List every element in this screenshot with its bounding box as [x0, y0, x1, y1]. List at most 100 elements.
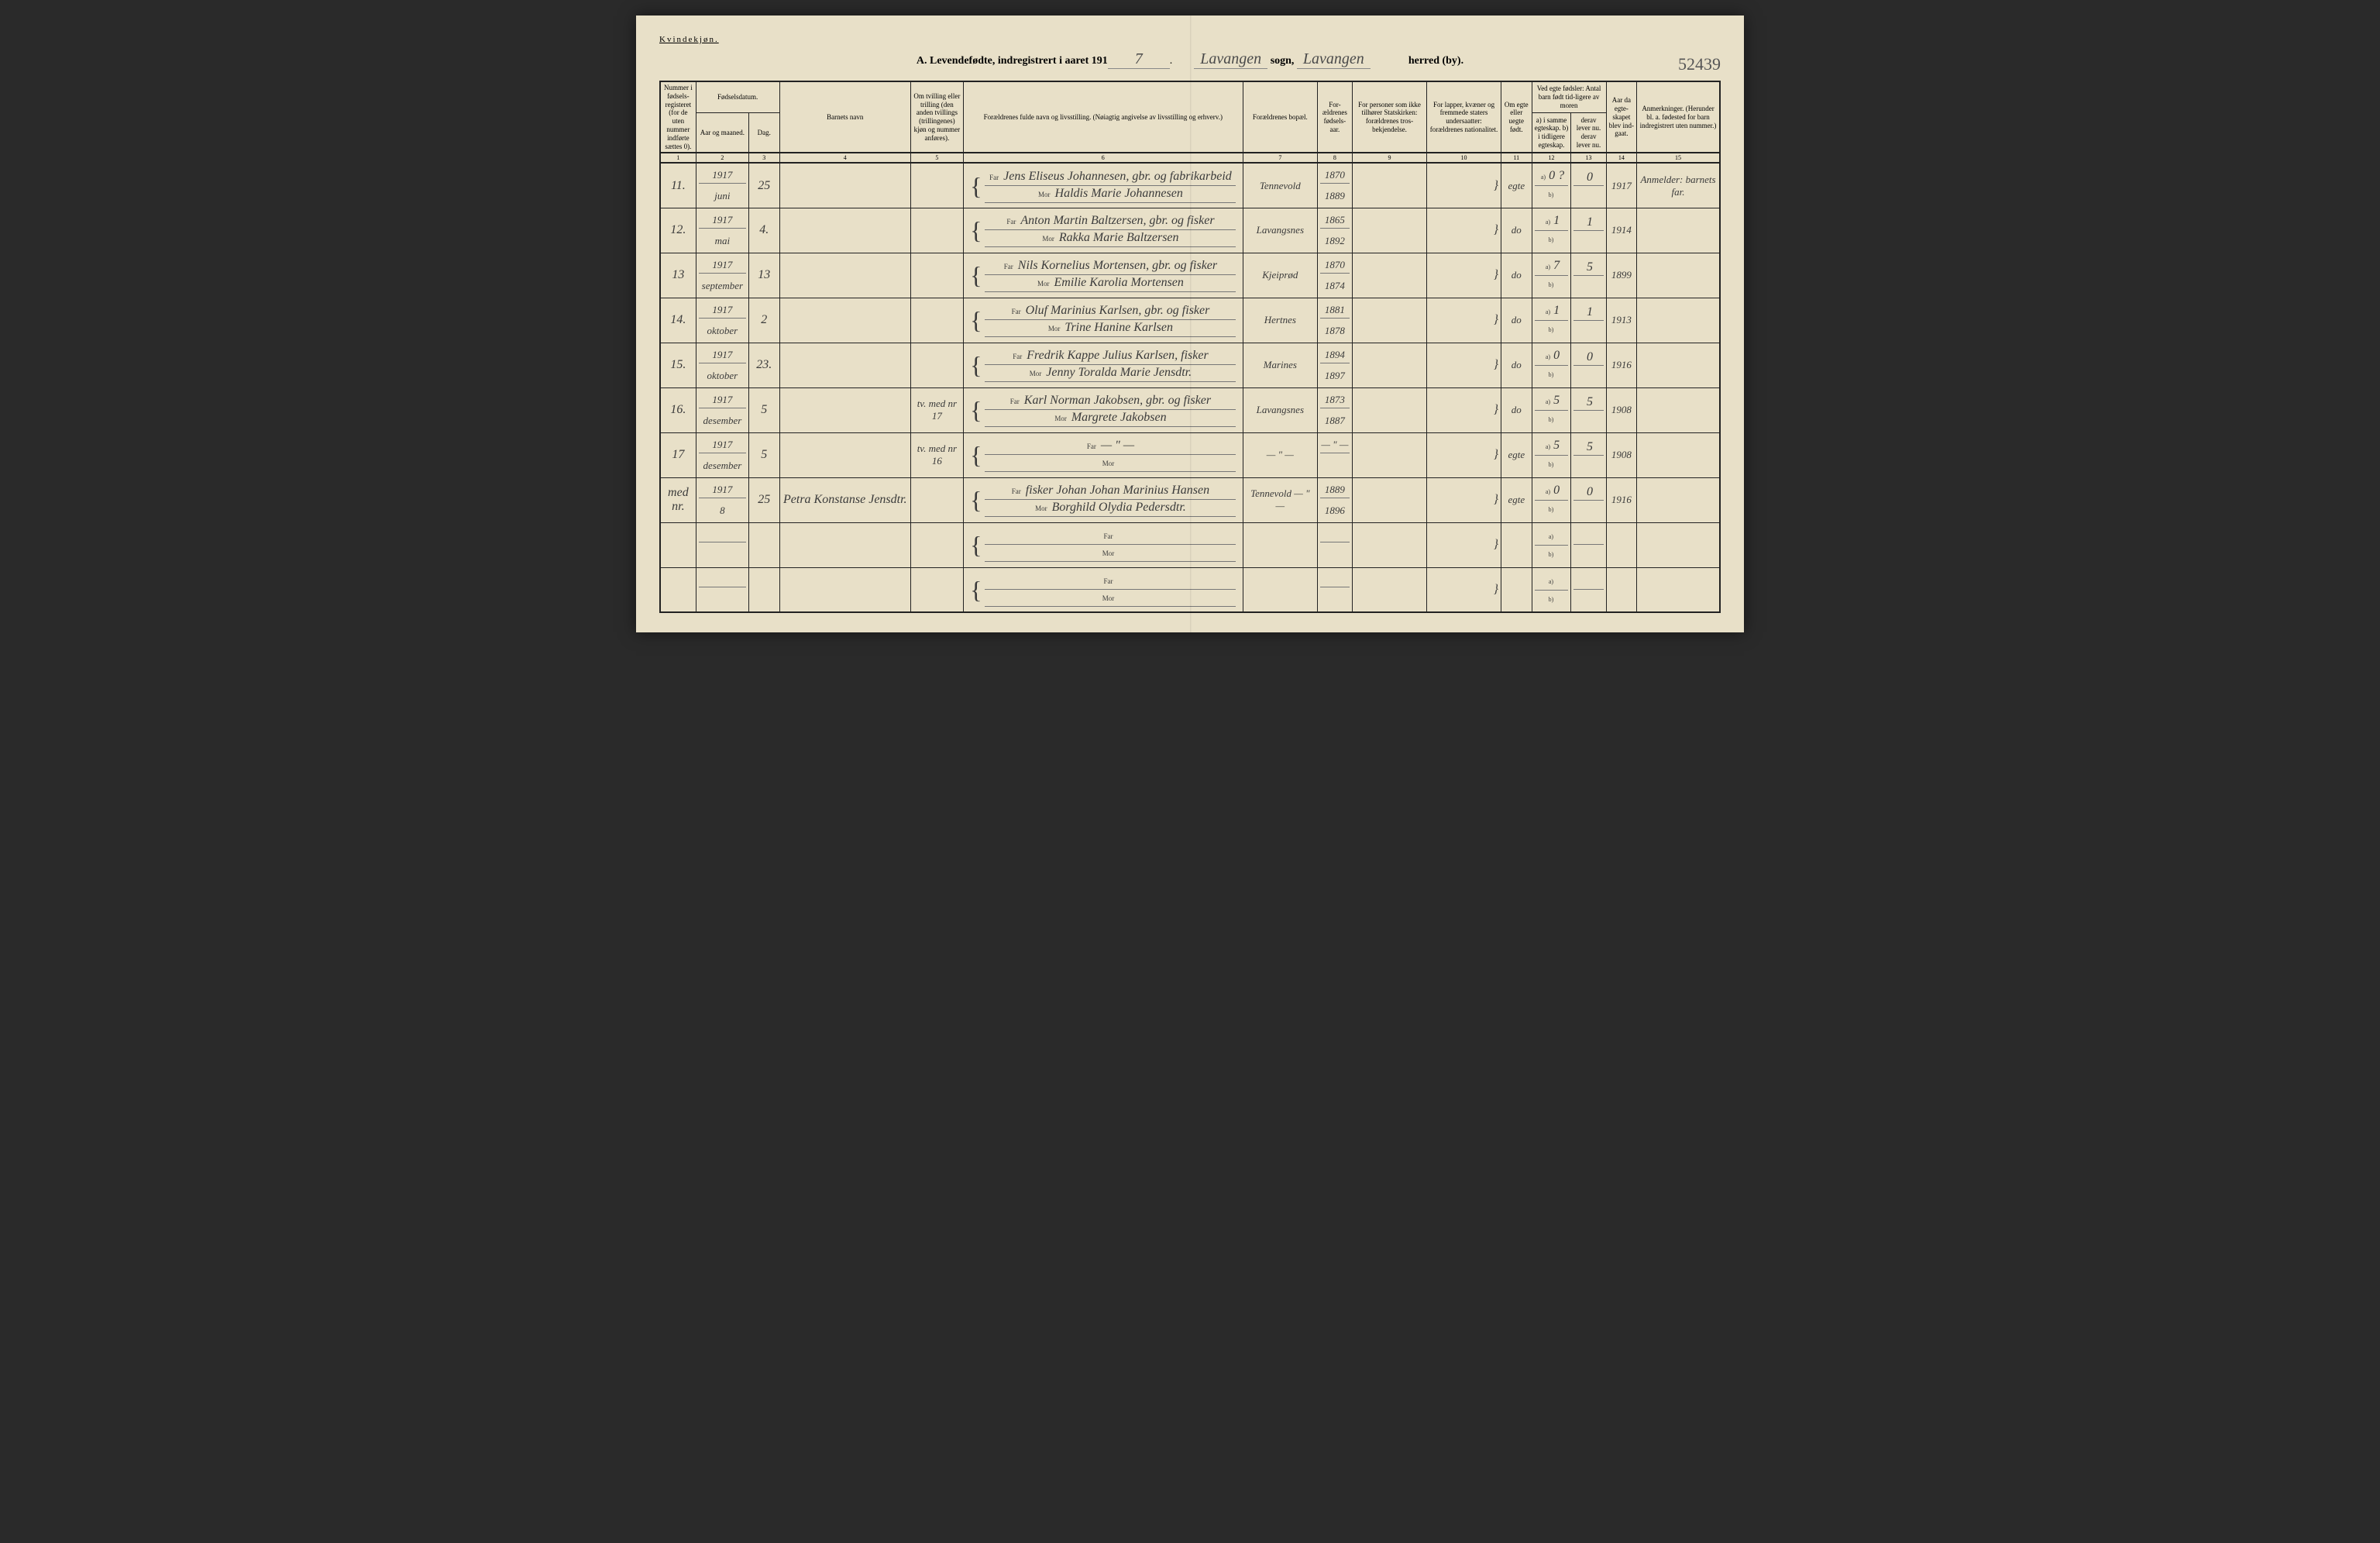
- cell-year-month: 1917oktober: [696, 343, 748, 387]
- cell-year-month: 1917mai: [696, 208, 748, 253]
- cell-c12: a)5b): [1532, 387, 1571, 432]
- mor-value: Haldis Marie Johannesen: [1055, 187, 1183, 200]
- cell-year-month: 1917oktober: [696, 298, 748, 343]
- c12a-value: 0 ?: [1549, 169, 1564, 182]
- cell-c13: 0: [1571, 477, 1606, 522]
- mor-label: Mor: [1042, 235, 1054, 243]
- cell-day: 4.: [749, 208, 780, 253]
- cell-parents: {FarFredrik Kappe Julius Karlsen, fisker…: [963, 343, 1243, 387]
- cell-bopael: Tennevold: [1243, 163, 1317, 208]
- cell-anm: [1637, 253, 1720, 298]
- cell-name: [779, 208, 910, 253]
- cell-c12: a)b): [1532, 567, 1571, 612]
- colnum: 11: [1501, 153, 1532, 163]
- mor-value: Emilie Karolia Mortensen: [1054, 276, 1184, 289]
- colnum: 15: [1637, 153, 1720, 163]
- table-row: 16.1917desember5tv. med nr 17{FarKarl No…: [660, 387, 1720, 432]
- cell-c13: 0: [1571, 343, 1606, 387]
- colnum: 3: [749, 153, 780, 163]
- brace-icon: }: [1494, 403, 1498, 417]
- far-value: fisker Johan Johan Marinius Hansen: [1026, 484, 1209, 497]
- cell-tros: [1353, 522, 1427, 567]
- c12a-value: 5: [1553, 394, 1560, 407]
- brace-icon: {: [970, 449, 982, 461]
- cell-name: [779, 522, 910, 567]
- col-11-header: Om egte eller uegte født.: [1501, 81, 1532, 153]
- cell-c12: a)7b): [1532, 253, 1571, 298]
- col-14-header: Aar da egte-skapet blev ind-gaat.: [1606, 81, 1637, 153]
- colnum: 13: [1571, 153, 1606, 163]
- c13a-value: 5: [1587, 440, 1593, 453]
- c12a-value: 1: [1553, 304, 1560, 317]
- cell-c13: 1: [1571, 208, 1606, 253]
- colnum: 12: [1532, 153, 1571, 163]
- col-13-header: derav lever nu. derav lever nu.: [1571, 112, 1606, 153]
- cell-twin: [911, 208, 964, 253]
- brace-icon: {: [970, 269, 982, 281]
- brace-icon: }: [1494, 583, 1498, 597]
- cell-tros: [1353, 298, 1427, 343]
- column-number-row: 1 2 3 4 5 6 7 8 9 10 11 12 13 14 15: [660, 153, 1720, 163]
- cell-egte: egte: [1501, 477, 1532, 522]
- mor-value: Margrete Jakobsen: [1071, 411, 1167, 424]
- cell-c13: 5: [1571, 432, 1606, 477]
- cell-anm: [1637, 432, 1720, 477]
- col-6-header: Forældrenes fulde navn og livsstilling. …: [963, 81, 1243, 153]
- col-15-header: Anmerkninger. (Herunder bl. a. fødested …: [1637, 81, 1720, 153]
- cell-birth-years: 18811878: [1317, 298, 1352, 343]
- cell-nationality: }: [1427, 567, 1501, 612]
- mor-label: Mor: [1054, 415, 1067, 422]
- cell-year-month: 1917desember: [696, 432, 748, 477]
- cell-c14: 1908: [1606, 432, 1637, 477]
- cell-twin: [911, 567, 964, 612]
- register-page: Kvindekjøn. 52439 A. Levendefødte, indre…: [636, 15, 1744, 632]
- cell-c14: [1606, 567, 1637, 612]
- mor-value: Jenny Toralda Marie Jensdtr.: [1046, 366, 1192, 379]
- cell-egte: do: [1501, 253, 1532, 298]
- table-row: 11.1917juni25{FarJens Eliseus Johannesen…: [660, 163, 1720, 208]
- cell-bopael: Marines: [1243, 343, 1317, 387]
- brace-icon: {: [970, 539, 982, 551]
- cell-c13: 1: [1571, 298, 1606, 343]
- cell-birth-years: — ʺ —: [1317, 432, 1352, 477]
- cell-year-month: 1917september: [696, 253, 748, 298]
- cell-num: 15.: [660, 343, 696, 387]
- cell-day: 5: [749, 432, 780, 477]
- far-label: Far: [1103, 532, 1113, 540]
- brace-icon: {: [970, 314, 982, 326]
- cell-tros: [1353, 387, 1427, 432]
- brace-icon: }: [1494, 313, 1498, 327]
- c12a-value: 5: [1553, 439, 1560, 452]
- cell-birth-years: 18701889: [1317, 163, 1352, 208]
- colnum: 6: [963, 153, 1243, 163]
- cell-birth-years: 18701874: [1317, 253, 1352, 298]
- cell-bopael: Hertnes: [1243, 298, 1317, 343]
- cell-parents: {Far— ʺ —Mor: [963, 432, 1243, 477]
- brace-icon: }: [1494, 223, 1498, 237]
- cell-twin: [911, 522, 964, 567]
- cell-c13: [1571, 522, 1606, 567]
- cell-nationality: }: [1427, 477, 1501, 522]
- cell-num: 13: [660, 253, 696, 298]
- cell-c14: 1908: [1606, 387, 1637, 432]
- c13a-value: 1: [1587, 215, 1593, 229]
- brace-icon: {: [970, 584, 982, 596]
- c13a-value: 0: [1587, 350, 1593, 363]
- cell-bopael: — ʺ —: [1243, 432, 1317, 477]
- cell-nationality: }: [1427, 163, 1501, 208]
- brace-icon: }: [1494, 493, 1498, 507]
- cell-c14: 1899: [1606, 253, 1637, 298]
- cell-parents: {FarJens Eliseus Johannesen, gbr. og fab…: [963, 163, 1243, 208]
- far-value: Jens Eliseus Johannesen, gbr. og fabrika…: [1003, 170, 1232, 183]
- cell-day: 25: [749, 163, 780, 208]
- cell-anm: [1637, 208, 1720, 253]
- brace-icon: {: [970, 224, 982, 236]
- table-row: 15.1917oktober23.{FarFredrik Kappe Juliu…: [660, 343, 1720, 387]
- c13a-value: 5: [1587, 395, 1593, 408]
- brace-icon: }: [1494, 448, 1498, 462]
- cell-egte: [1501, 522, 1532, 567]
- col-7-header: Forældrenes bopæl.: [1243, 81, 1317, 153]
- c13a-value: 1: [1587, 305, 1593, 319]
- mor-label: Mor: [1035, 505, 1047, 512]
- cell-c14: 1917: [1606, 163, 1637, 208]
